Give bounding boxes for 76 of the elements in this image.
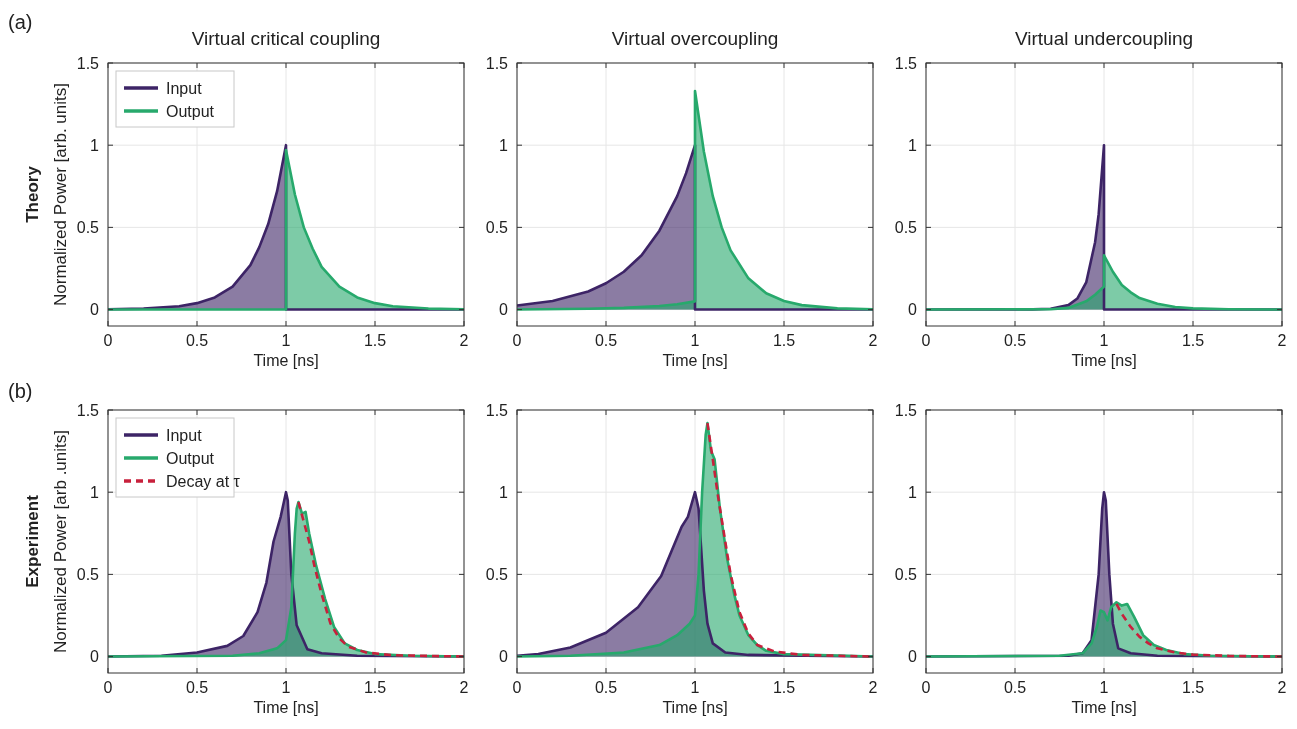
x-tick-label: 0.5	[1003, 679, 1027, 696]
x-axis-title: Time [ns]	[662, 352, 728, 369]
x-tick-label: 2	[459, 679, 469, 696]
chart-title: Virtual undercoupling	[1014, 28, 1194, 49]
x-tick-label: 2	[1277, 679, 1287, 696]
text: Experiment	[23, 494, 42, 588]
y-tick-label: 1.5	[485, 54, 509, 72]
y-tick-label: 1	[499, 136, 509, 154]
y-tick-label: 0.5	[76, 218, 100, 236]
x-tick-label: 1.5	[363, 679, 387, 696]
text: (a)	[8, 11, 33, 33]
x-tick-label: 1.5	[1181, 332, 1205, 349]
chart-title: Virtual critical coupling	[191, 28, 381, 49]
x-tick-label: 1.5	[772, 332, 796, 349]
x-tick-label: 0	[921, 679, 931, 696]
y-tick-label: 1.5	[76, 401, 100, 419]
y-tick-label: 0	[90, 648, 100, 666]
x-tick-label: 1.5	[1181, 679, 1205, 696]
y-axis-title: Normalized Power [arb. units]	[51, 83, 70, 306]
y-tick-label: 1.5	[485, 401, 509, 419]
x-tick-label: 0.5	[185, 679, 209, 696]
y-tick-label: 0.5	[485, 218, 509, 236]
y-tick-label: 1.5	[894, 54, 918, 72]
y-tick-label: 1	[908, 136, 918, 154]
text: Theory	[23, 165, 42, 223]
x-tick-label: 2	[459, 332, 469, 349]
y-tick-label: 1	[90, 136, 100, 154]
x-tick-label: 2	[868, 332, 878, 349]
chart-title: Virtual overcoupling	[611, 28, 779, 49]
y-tick-label: 0.5	[894, 218, 918, 236]
x-tick-label: 0.5	[185, 332, 209, 349]
x-tick-label: 1.5	[363, 332, 387, 349]
x-axis-title: Time [ns]	[1071, 352, 1137, 369]
x-axis-title: Time [ns]	[253, 699, 319, 716]
y-tick-label: 0.5	[76, 565, 100, 583]
x-tick-label: 1	[1099, 332, 1109, 349]
legend-label: Output	[166, 449, 215, 467]
x-axis-title: Time [ns]	[253, 352, 319, 369]
y-tick-label: 1.5	[76, 54, 100, 72]
y-tick-label: 0	[908, 301, 918, 319]
x-tick-label: 1	[281, 679, 291, 696]
x-axis-title: Time [ns]	[1071, 699, 1137, 716]
x-tick-label: 2	[1277, 332, 1287, 349]
y-tick-label: 0	[499, 301, 509, 319]
x-tick-label: 0.5	[594, 332, 618, 349]
x-tick-label: 0.5	[594, 679, 618, 696]
legend-label: Input	[166, 426, 203, 444]
x-tick-label: 1	[690, 332, 700, 349]
x-tick-label: 1	[281, 332, 291, 349]
text: (b)	[8, 380, 33, 402]
x-tick-label: 1	[690, 679, 700, 696]
x-tick-label: 0	[103, 679, 113, 696]
line-series	[297, 500, 464, 658]
legend-label: Input	[166, 79, 203, 97]
x-tick-label: 1.5	[772, 679, 796, 696]
y-tick-label: 0	[908, 648, 918, 666]
x-tick-label: 0	[512, 679, 522, 696]
legend-label: Output	[166, 102, 215, 120]
y-tick-label: 0.5	[894, 565, 918, 583]
x-tick-label: 0	[103, 332, 113, 349]
x-tick-label: 0.5	[1003, 332, 1027, 349]
line-series	[1115, 602, 1282, 658]
y-tick-label: 1.5	[894, 401, 918, 419]
x-axis-title: Time [ns]	[662, 699, 728, 716]
x-tick-label: 2	[868, 679, 878, 696]
y-tick-label: 0.5	[485, 565, 509, 583]
y-axis-title: Normalized Power [arb .units]	[51, 430, 70, 653]
y-tick-label: 1	[90, 483, 100, 501]
y-tick-label: 0	[499, 648, 509, 666]
y-tick-label: 1	[908, 483, 918, 501]
x-tick-label: 0	[921, 332, 931, 349]
x-tick-label: 1	[1099, 679, 1109, 696]
y-tick-label: 1	[499, 483, 509, 501]
y-tick-label: 0	[90, 301, 100, 319]
legend-label: Decay at τ	[166, 472, 241, 490]
x-tick-label: 0	[512, 332, 522, 349]
